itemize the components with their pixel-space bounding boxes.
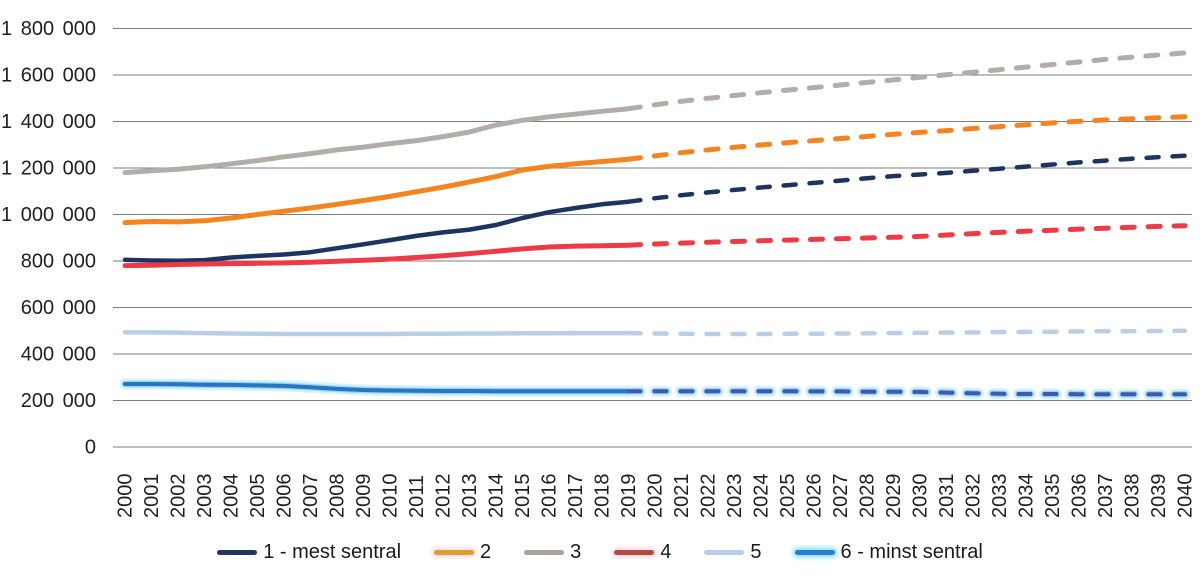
x-axis-tick-label: 2036: [1069, 474, 1091, 519]
legend-label: 1 - mest sentral: [263, 540, 402, 563]
x-axis-tick-label: 2008: [327, 474, 349, 519]
x-axis-tick-label: 2037: [1095, 474, 1117, 519]
y-axis-tick-label: 0: [85, 437, 96, 459]
x-axis-tick-label: 2034: [1016, 474, 1038, 519]
x-axis-tick-label: 2031: [936, 474, 958, 519]
x-axis-tick-label: 2003: [194, 474, 216, 519]
series-line-4-dashed: [626, 223, 1188, 248]
x-axis-tick-label: 2024: [751, 474, 773, 519]
legend-item-3: 3: [524, 541, 581, 564]
legend-label: 5: [750, 540, 762, 563]
y-axis-tick-label: 400 000: [21, 344, 96, 366]
x-axis-tick-label: 2022: [698, 474, 720, 519]
x-axis-tick-label: 2002: [168, 474, 190, 519]
x-axis-tick-label: 2017: [565, 474, 587, 519]
x-axis-tick-label: 2019: [618, 474, 640, 519]
x-axis-tick-label: 2007: [300, 474, 322, 519]
legend-swatch: [524, 549, 565, 555]
legend-swatch: [434, 549, 475, 555]
legend-item-4: 4: [614, 541, 671, 564]
x-axis-tick-label: 2011: [406, 475, 428, 518]
x-axis-tick-label: 2005: [247, 474, 269, 519]
x-axis-tick-label: 2033: [989, 474, 1011, 519]
x-axis-tick-label: 2016: [539, 474, 561, 519]
x-axis-tick-label: 2000: [115, 474, 137, 519]
legend-item-2: 2: [434, 541, 491, 564]
series-line-2-solid: [122, 156, 631, 226]
x-axis-tick-label: 2025: [777, 474, 799, 519]
legend-item-1: 1 - mest sentral: [217, 541, 401, 564]
y-axis-tick-label: 1 000 000: [1, 204, 96, 226]
legend-label: 6 - minst sentral: [840, 540, 983, 563]
series-line-1-dashed: [626, 153, 1188, 204]
y-axis-tick-label: 600 000: [21, 297, 96, 319]
x-axis-tick-label: 2010: [380, 474, 402, 519]
series-line-4-solid: [122, 242, 631, 269]
legend-swatch: [794, 549, 835, 555]
x-axis-tick-label: 2026: [804, 474, 826, 519]
series-line-3-solid: [122, 106, 631, 176]
legend-swatch: [704, 549, 745, 555]
y-axis-tick-label: 1 800 000: [1, 18, 96, 40]
legend-label: 2: [480, 540, 492, 563]
x-axis-tick-label: 2021: [671, 474, 693, 519]
y-axis-tick-label: 800 000: [21, 251, 96, 273]
legend-swatch: [614, 549, 655, 555]
x-axis-tick-label: 2035: [1042, 474, 1064, 519]
x-axis-tick-label: 2039: [1148, 474, 1170, 519]
series-line-3-dashed: [626, 50, 1188, 112]
legend-swatch: [217, 549, 258, 555]
y-axis-tick-label: 1 400 000: [1, 111, 96, 133]
x-axis-tick-label: 2029: [883, 474, 905, 519]
x-axis-tick-label: 2012: [433, 474, 455, 519]
x-axis-tick-label: 2040: [1175, 474, 1197, 519]
x-axis-tick-label: 2014: [486, 474, 508, 519]
y-axis-tick-label: 1 600 000: [1, 65, 96, 87]
x-axis-tick-label: 2030: [910, 474, 932, 519]
y-axis-tick-label: 1 200 000: [1, 158, 96, 180]
x-axis-tick-label: 2001: [141, 474, 163, 519]
x-axis-tick-label: 2004: [221, 474, 243, 519]
x-axis-tick-label: 2023: [724, 474, 746, 519]
x-axis-tick-label: 2032: [963, 474, 985, 519]
chart-canvas: 0 200 000 400 000 600 000 800 000 1 000 000 1 …: [1, 18, 1197, 519]
series-line-6-dashed: [625, 387, 1189, 398]
x-axis-tick-label: 2038: [1122, 474, 1144, 519]
x-axis-tick-label: 2015: [512, 474, 534, 519]
series-line-5-dashed: [626, 328, 1188, 337]
y-axis-tick-label: 200 000: [21, 390, 96, 412]
series-line-1-solid: [122, 199, 631, 264]
legend-item-6: 6 - minst sentral: [794, 540, 983, 564]
x-axis-tick-label: 2027: [830, 474, 852, 519]
x-axis-tick-label: 2006: [274, 474, 296, 519]
legend-item-5: 5: [704, 540, 762, 564]
x-axis-tick-label: 2028: [857, 474, 879, 519]
series-line-6-solid: [123, 382, 631, 394]
x-axis-tick-label: 2020: [645, 474, 667, 519]
x-axis-tick-label: 2018: [592, 474, 614, 519]
legend-label: 3: [570, 540, 582, 563]
chart-legend: 1 - mest sentral 2 3 4 5 6 - minst sentral: [0, 532, 1200, 572]
legend-label: 4: [660, 540, 672, 563]
series-line-5-solid: [122, 330, 631, 337]
series-line-2-dashed: [626, 114, 1188, 162]
x-axis-tick-label: 2013: [459, 474, 481, 519]
x-axis-tick-label: 2009: [353, 474, 375, 519]
